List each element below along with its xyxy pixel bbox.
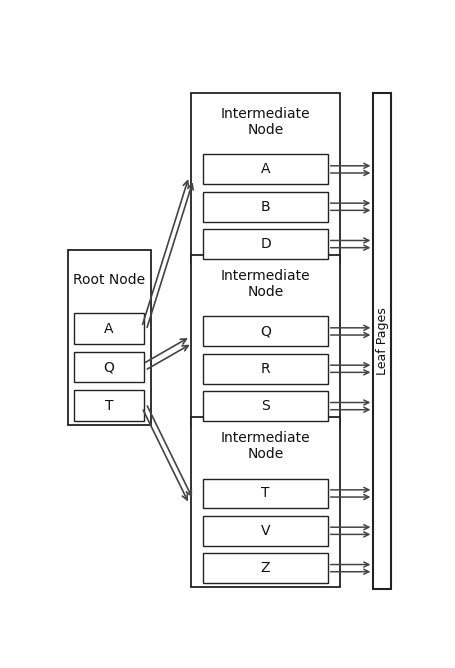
Text: Q: Q — [103, 360, 114, 374]
Bar — [203, 317, 327, 347]
Text: B: B — [260, 200, 270, 214]
Bar — [203, 192, 327, 222]
Text: R: R — [260, 362, 270, 376]
Bar — [203, 391, 327, 421]
Text: Root Node: Root Node — [73, 273, 145, 287]
Bar — [191, 255, 339, 425]
Text: Intermediate
Node: Intermediate Node — [220, 269, 310, 299]
Bar — [373, 93, 390, 589]
Bar — [203, 478, 327, 508]
Text: S: S — [261, 399, 269, 413]
Text: Intermediate
Node: Intermediate Node — [220, 431, 310, 461]
Text: Q: Q — [259, 325, 270, 339]
Text: A: A — [104, 321, 114, 335]
Bar — [191, 93, 339, 263]
Bar — [203, 553, 327, 583]
Bar — [74, 390, 144, 421]
Bar — [203, 154, 327, 184]
Text: Leaf Pages: Leaf Pages — [375, 307, 388, 375]
Text: T: T — [105, 399, 113, 413]
Bar — [191, 417, 339, 587]
Text: T: T — [261, 486, 269, 500]
Bar — [74, 313, 144, 344]
Bar — [203, 229, 327, 259]
Text: V: V — [260, 524, 270, 538]
Text: Z: Z — [260, 561, 270, 575]
Text: A: A — [260, 162, 270, 176]
Bar — [74, 351, 144, 383]
Text: Intermediate
Node: Intermediate Node — [220, 107, 310, 137]
Bar — [203, 516, 327, 546]
Text: D: D — [259, 237, 270, 251]
Bar — [203, 354, 327, 383]
Bar — [67, 250, 150, 425]
